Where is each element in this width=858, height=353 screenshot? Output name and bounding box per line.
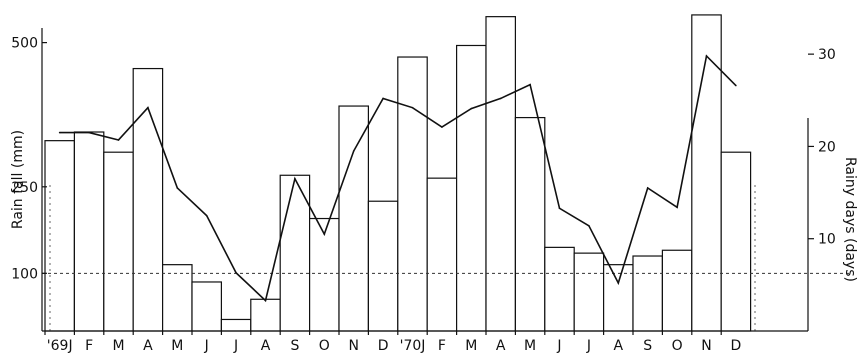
rainy-days-point-9 <box>323 233 326 235</box>
x-tick-label-16: M <box>524 338 536 353</box>
x-tick-label-14: M <box>465 338 477 353</box>
x-tick-label-0: '69J <box>47 338 73 353</box>
bar-0 <box>44 140 75 332</box>
rainy-days-point-23 <box>735 84 737 87</box>
bar-23 <box>720 151 752 332</box>
rainy-days-point-10 <box>352 150 355 152</box>
rainy-days-point-15 <box>499 97 502 100</box>
y-axis-title: Rain fall (mm) <box>10 130 26 229</box>
rainy-days-point-2 <box>117 139 120 141</box>
bar-11 <box>367 200 399 332</box>
x-tick-label-20: S <box>643 338 652 353</box>
x-tick-label-17: J <box>556 338 561 353</box>
rainy-days-point-22 <box>705 55 708 57</box>
x-tick-label-21: O <box>672 338 683 353</box>
x-tick-label-5: J <box>204 338 209 353</box>
bar-7 <box>250 298 281 332</box>
x-tick-label-22: N <box>701 338 711 353</box>
x-tick-label-18: J <box>586 338 591 353</box>
rainy-days-point-5 <box>205 214 208 217</box>
left-tick-label-100: 100 <box>11 266 38 282</box>
ref-layer <box>42 185 852 331</box>
rainy-days-point-7 <box>264 299 267 302</box>
left-tick-label-500: 500 <box>11 36 38 52</box>
x-tick-label-10: N <box>348 338 358 353</box>
bar-13 <box>426 177 458 332</box>
bar-1 <box>73 131 105 332</box>
x-tick-label-19: A <box>614 338 624 353</box>
bar-12 <box>397 56 428 332</box>
rainy-days-point-4 <box>176 187 179 189</box>
bar-17 <box>544 246 575 332</box>
rainy-days-point-19 <box>617 282 620 284</box>
x-tick-label-4: M <box>171 338 183 353</box>
bar-8 <box>279 174 311 332</box>
rainy-days-point-16 <box>529 83 531 86</box>
y2-axis-title: Rainy days (days) <box>842 157 858 282</box>
x-tick-label-9: O <box>319 338 330 353</box>
x-tick-label-3: A <box>143 338 153 353</box>
line-layer <box>58 54 737 303</box>
x-tick-label-1: F <box>85 338 93 353</box>
bar-19 <box>602 264 634 332</box>
rainy-days-point-11 <box>382 97 384 100</box>
rainy-days-point-20 <box>646 187 649 189</box>
bar-2 <box>103 151 134 332</box>
bar-16 <box>514 116 546 332</box>
x-tick-label-7: A <box>261 338 271 353</box>
bars-layer <box>44 14 752 332</box>
rainy-days-point-13 <box>441 126 443 128</box>
labels-layer: 100 250 500 10 20 30 '69J F M A M J J A S O N D '70J F M A M J J… <box>10 36 858 353</box>
bar-6 <box>220 318 252 332</box>
rainy-days-line <box>59 54 737 303</box>
right-tick-label-10: 10 <box>818 232 836 248</box>
rainy-days-point-6 <box>235 272 237 274</box>
bar-10 <box>338 105 369 332</box>
rainy-days-point-0 <box>58 131 61 134</box>
rainy-days-point-8 <box>294 177 296 180</box>
right-tick-label-30: 30 <box>818 47 836 63</box>
x-tick-label-23: D <box>731 338 742 353</box>
rainy-days-point-17 <box>558 207 561 210</box>
x-tick-label-6: J <box>233 338 238 353</box>
bar-14 <box>456 44 487 332</box>
right-tick-label-20: 20 <box>818 139 836 155</box>
x-tick-label-12: '70J <box>400 338 426 353</box>
rainy-days-point-12 <box>411 106 414 109</box>
bar-22 <box>691 14 722 332</box>
bar-3 <box>132 67 164 332</box>
rainy-days-point-18 <box>588 224 590 227</box>
rainy-days-point-1 <box>88 131 90 134</box>
bar-15 <box>485 16 516 332</box>
axes-layer <box>41 28 814 335</box>
bar-5 <box>191 281 222 332</box>
bar-18 <box>573 252 605 332</box>
x-tick-label-2: M <box>112 338 124 353</box>
rainy-days-point-3 <box>147 106 149 109</box>
left-tick-label-250: 250 <box>11 180 38 196</box>
x-tick-label-11: D <box>378 338 389 353</box>
x-tick-label-13: F <box>438 338 446 353</box>
x-tick-label-15: A <box>496 338 506 353</box>
rainy-days-point-14 <box>470 107 473 110</box>
bar-4 <box>162 264 193 332</box>
x-tick-label-8: S <box>290 338 299 353</box>
bar-21 <box>661 249 693 332</box>
bar-20 <box>632 255 663 332</box>
rainy-days-point-21 <box>676 206 678 209</box>
